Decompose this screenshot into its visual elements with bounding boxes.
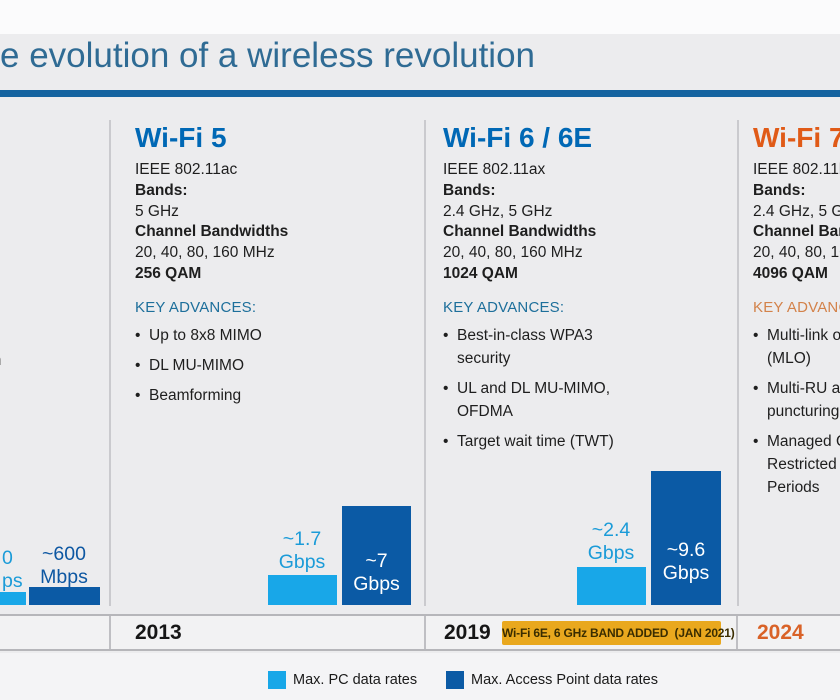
column-wifi7: Wi-Fi 7 IEEE 802.11be Bands: 2.4 GHz, 5 … (753, 122, 840, 506)
wifi6-ap-bar (651, 471, 721, 605)
list-item: • Target wait time (TWT) (443, 430, 743, 453)
wifi4-pc-rate-label-fragment: 0 ps (2, 547, 23, 592)
column-divider-2 (424, 120, 426, 606)
ap-rate-swatch-icon (446, 671, 464, 689)
wifi5-bands-label: Bands: (135, 181, 188, 199)
legend-label-pc: Max. PC data rates (293, 672, 418, 688)
column-wifi6: Wi-Fi 6 / 6E IEEE 802.11ax Bands: 2.4 GH… (443, 122, 743, 460)
wifi5-ap-bar (342, 506, 411, 605)
bottom-margin-strip (0, 653, 840, 700)
wifi7-qam: 4096 QAM (753, 264, 828, 282)
wifi7-standard: IEEE 802.11be (753, 161, 840, 178)
bullet-dot-icon: • (135, 386, 141, 404)
timeline-tick (736, 616, 738, 649)
legend-label-ap: Max. Access Point data rates (471, 672, 658, 688)
bullet-dot-icon: • (753, 326, 759, 344)
page-title: e evolution of a wireless revolution (0, 36, 536, 75)
wifi5-bands: 5 GHz (135, 202, 179, 220)
bullet-dot-icon: • (443, 432, 449, 450)
wifi5-key-advances-label: KEY ADVANCES: (135, 298, 257, 316)
column-divider-1 (109, 120, 111, 606)
column-divider-3 (737, 120, 739, 606)
wifi5-bandwidths: 20, 40, 80, 160 MHz (135, 244, 275, 262)
timeline-tick (109, 616, 111, 649)
column-wifi5: Wi-Fi 5 IEEE 802.11ac Bands: 5 GHz Chann… (135, 122, 435, 414)
wifi5-standard: IEEE 802.11ac (135, 161, 238, 178)
wifi6-ap-rate-label: ~9.6 Gbps (662, 539, 710, 584)
wifi4-ap-bar (29, 587, 100, 605)
wifi7-bullet-list: •Multi-link operation (MLO) •Multi-RU an… (753, 324, 840, 499)
list-item: •Managed QoS w/ Restricted Service Perio… (753, 430, 840, 499)
wifi6-bands: 2.4 GHz, 5 GHz (443, 202, 553, 220)
wifi7-bands-label: Bands: (753, 181, 806, 199)
wifi5-ap-rate-label: ~7 Gbps (353, 550, 400, 595)
wifi7-key-advances-label: KEY ADVANCES: (753, 298, 840, 316)
wifi7-title: Wi-Fi 7 (753, 122, 840, 153)
list-item: •Multi-link operation (MLO) (753, 324, 840, 370)
wifi5-qam: 256 QAM (135, 264, 202, 282)
timeline-year-2024: 2024 (757, 621, 804, 644)
wifi5-pc-rate-label: ~1.7 Gbps (278, 528, 326, 573)
wifi5-bullet-list: • Up to 8x8 MIMO • DL MU-MIMO • Beamforming (135, 324, 435, 407)
title-underline-rule (0, 90, 840, 97)
wifi7-specs: IEEE 802.11be Bands: 2.4 GHz, 5 GHz, 6 G… (753, 160, 840, 285)
list-item: • Best-in-class WPA3 security (443, 324, 743, 370)
wifi6-standard: IEEE 802.11ax (443, 161, 546, 178)
bullet-dot-icon: • (753, 432, 759, 450)
wifi5-title: Wi-Fi 5 (135, 122, 227, 153)
pc-rate-swatch-icon (268, 671, 286, 689)
wifi6-pc-bar (577, 567, 646, 605)
wifi6-qam: 1024 QAM (443, 264, 518, 282)
top-margin-strip (0, 0, 840, 34)
wifi6-pc-rate-label: ~2.4 Gbps (587, 519, 635, 564)
wifi7-bandwidth-label: Channel Bandwidths (753, 223, 840, 241)
timeline-year-2019: 2019 (444, 621, 491, 644)
timeline-band: 2013 2019 Wi-Fi 6E, 6 GHz BAND ADDED (JA… (0, 614, 840, 651)
timeline-year-2013: 2013 (135, 621, 182, 644)
wifi4-pc-bar (0, 592, 26, 605)
list-item: • Up to 8x8 MIMO (135, 324, 435, 347)
chart-legend: Max. PC data rates Max. Access Point dat… (0, 668, 840, 694)
wifi6-bandwidth-label: Channel Bandwidths (443, 223, 597, 241)
wifi5-specs: IEEE 802.11ac Bands: 5 GHz Channel Bandw… (135, 160, 435, 285)
wifi5-pc-bar (268, 575, 337, 605)
wifi6-bands-label: Bands: (443, 181, 496, 199)
list-item: • Beamforming (135, 384, 435, 407)
wifi7-bands: 2.4 GHz, 5 GHz, 6 GHz (753, 202, 840, 220)
wifi6-bullet-list: • Best-in-class WPA3 security • UL and DL … (443, 324, 743, 453)
wifi6e-band-added-badge: Wi-Fi 6E, 6 GHz BAND ADDED (JAN 2021) (502, 621, 735, 645)
wifi4-bullet-fragment: n (0, 350, 1, 370)
wifi6-specs: IEEE 802.11ax Bands: 2.4 GHz, 5 GHz Chan… (443, 160, 743, 285)
wifi5-bandwidth-label: Channel Bandwidths (135, 223, 289, 241)
bullet-dot-icon: • (135, 326, 141, 344)
bullet-dot-icon: • (135, 356, 141, 374)
wifi4-ap-rate-label: ~600 Mbps (40, 543, 88, 588)
wifi6-title: Wi-Fi 6 / 6E (443, 122, 593, 153)
timeline-tick (424, 616, 426, 649)
wifi6-bandwidths: 20, 40, 80, 160 MHz (443, 244, 583, 262)
bullet-dot-icon: • (753, 379, 759, 397)
bullet-dot-icon: • (443, 326, 449, 344)
list-item: • UL and DL MU-MIMO, OFDMA (443, 377, 743, 423)
list-item: • DL MU-MIMO (135, 354, 435, 377)
wifi6-key-advances-label: KEY ADVANCES: (443, 298, 565, 316)
list-item: •Multi-RU and puncturing (753, 377, 840, 423)
bullet-dot-icon: • (443, 379, 449, 397)
wifi7-bandwidths: 20, 40, 80, 160, 320 MHz (753, 244, 840, 262)
